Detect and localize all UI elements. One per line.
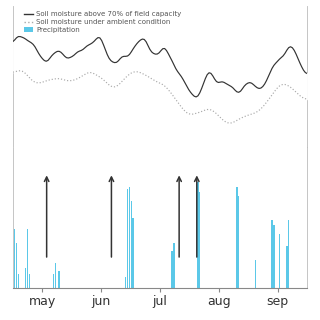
Bar (29, 274, 30, 288)
Bar (238, 196, 239, 288)
Bar (14, 229, 15, 288)
Bar (288, 220, 289, 288)
Bar (197, 182, 199, 288)
Bar (236, 187, 237, 288)
Bar (53, 274, 54, 288)
Bar (173, 243, 175, 288)
Bar (132, 218, 134, 288)
Bar (271, 220, 273, 288)
Bar (286, 246, 288, 288)
Bar (129, 187, 130, 288)
Bar (27, 229, 28, 288)
Bar (25, 268, 27, 288)
Bar (131, 201, 132, 288)
Bar (18, 274, 19, 288)
Bar (255, 260, 256, 288)
Bar (199, 192, 201, 288)
Bar (273, 225, 275, 288)
Bar (55, 263, 56, 288)
Bar (12, 271, 13, 288)
Bar (16, 243, 17, 288)
Bar (171, 252, 173, 288)
Bar (58, 271, 60, 288)
Bar (125, 277, 126, 288)
Bar (127, 189, 128, 288)
Bar (279, 235, 280, 288)
Legend: Soil moisture above 70% of field capacity, Soil moisture under ambient condition: Soil moisture above 70% of field capacit… (22, 10, 183, 34)
